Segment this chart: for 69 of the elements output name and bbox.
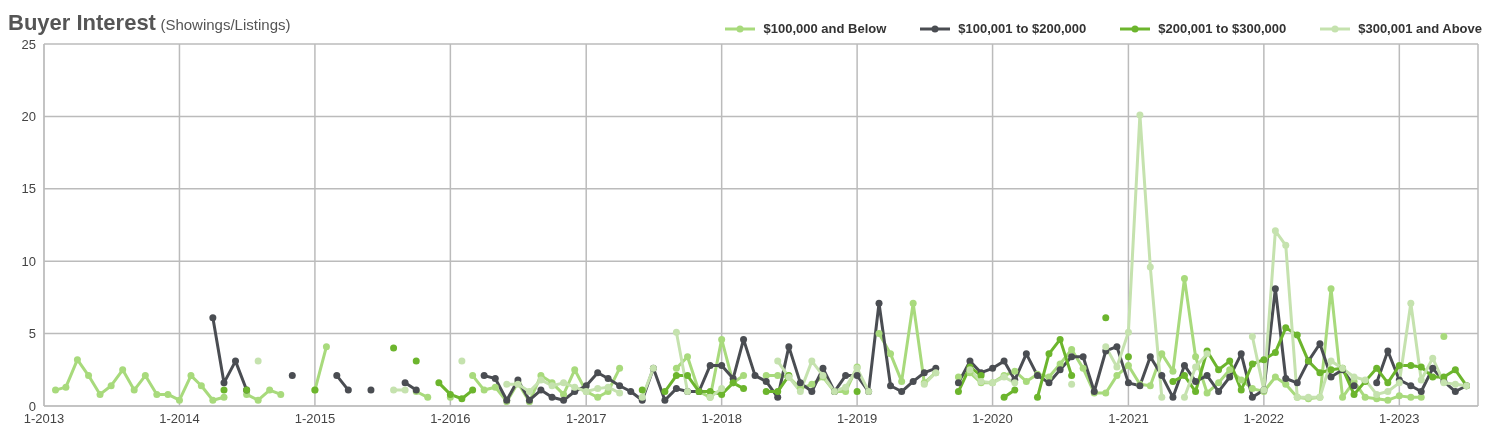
point	[1282, 324, 1290, 332]
point	[1068, 372, 1076, 380]
point	[706, 388, 714, 396]
point	[1429, 373, 1437, 381]
point	[1045, 350, 1053, 358]
point	[1327, 366, 1335, 374]
point	[220, 386, 228, 394]
point	[1102, 314, 1110, 322]
x-tick-label: 1-2023	[1379, 411, 1420, 427]
x-tick-label: 1-2019	[836, 411, 878, 427]
y-tick-label: 20	[21, 109, 36, 125]
point	[1384, 379, 1392, 387]
point	[1180, 372, 1188, 380]
point	[1293, 331, 1301, 339]
point	[672, 372, 680, 380]
point	[435, 379, 443, 387]
point	[412, 357, 420, 365]
chart-subtitle: (Showings/Listings)	[160, 16, 291, 33]
legend-label: $200,001 to $300,000	[1158, 21, 1287, 36]
point	[1316, 369, 1324, 377]
point	[1192, 388, 1200, 396]
legend-label: $300,001 and Above	[1358, 21, 1482, 36]
point	[774, 388, 782, 396]
point	[390, 344, 398, 352]
point	[684, 372, 692, 380]
point	[1215, 366, 1223, 374]
y-tick-label: 15	[21, 181, 36, 197]
legend-label: $100,000 and Below	[763, 21, 887, 36]
point	[638, 386, 646, 394]
y-tick-label: 0	[28, 398, 36, 414]
x-tick-label: 1-2016	[430, 411, 471, 427]
point	[1373, 364, 1381, 372]
point	[1350, 390, 1358, 398]
point	[1011, 386, 1019, 394]
point	[1395, 361, 1403, 369]
point	[1000, 393, 1008, 401]
point	[762, 388, 770, 396]
x-tick-label: 1-2020	[972, 411, 1013, 427]
point	[1260, 356, 1268, 364]
point	[1248, 360, 1256, 368]
point	[1033, 393, 1041, 401]
point	[1226, 357, 1234, 365]
point	[718, 390, 726, 398]
point	[853, 388, 861, 396]
y-tick-label: 10	[21, 253, 36, 269]
point	[1056, 335, 1064, 343]
point	[1124, 353, 1132, 361]
point	[1417, 363, 1425, 371]
point	[1169, 377, 1177, 385]
legend-label: $100,001 to $200,000	[958, 21, 1087, 36]
chart-title: Buyer Interest	[8, 10, 156, 35]
x-tick-label: 1-2015	[294, 411, 336, 427]
x-tick-label: 1-2021	[1108, 411, 1149, 427]
point	[1407, 361, 1415, 369]
point	[954, 388, 962, 396]
x-tick-label: 1-2022	[1243, 411, 1285, 427]
point	[1271, 348, 1279, 356]
x-tick-label: 1-2013	[23, 411, 65, 427]
x-tick-label: 1-2018	[701, 411, 742, 427]
point	[1237, 386, 1245, 394]
point	[469, 386, 477, 394]
y-tick-label: 25	[21, 36, 36, 52]
point	[1451, 366, 1459, 374]
x-tick-label: 1-2017	[565, 411, 607, 427]
y-tick-label: 5	[28, 326, 36, 342]
point	[740, 385, 748, 393]
point	[661, 388, 669, 396]
x-tick-label: 1-2014	[159, 411, 200, 427]
point	[458, 395, 466, 403]
